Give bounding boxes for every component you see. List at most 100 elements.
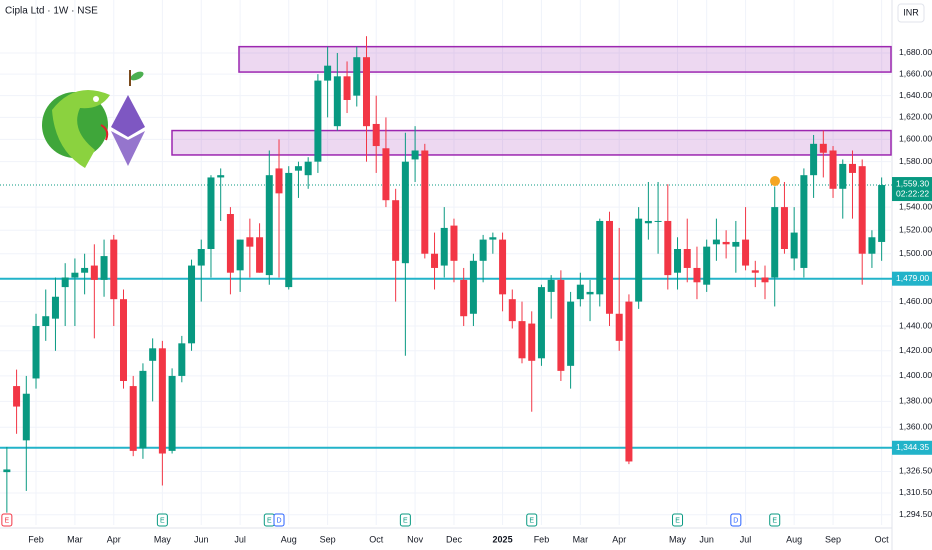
logo (42, 70, 145, 168)
x-tick-label: Aug (281, 534, 297, 544)
currency[interactable]: INR (903, 7, 919, 17)
candle-body (90, 265, 98, 280)
candle-body (3, 469, 11, 473)
event-icon[interactable] (1, 513, 13, 527)
candle-body (217, 175, 225, 178)
event-label: E (403, 517, 408, 524)
x-tick-label: Oct (369, 534, 384, 544)
candle-body (537, 287, 545, 359)
candle-body (256, 237, 264, 273)
candle-body (819, 143, 827, 153)
candle-body (178, 343, 186, 376)
chart-title: Cipla Ltd · 1W · NSE (5, 6, 98, 17)
y-tick-label: 1,294.50 (899, 509, 932, 519)
candle-body (158, 348, 166, 454)
candle-body (265, 175, 273, 276)
candle-body (848, 163, 856, 173)
candle-body (761, 277, 769, 283)
candle-body (440, 227, 448, 266)
event-icon[interactable] (526, 513, 538, 527)
candle-body (343, 76, 351, 100)
candle-body (557, 279, 565, 371)
grid (0, 0, 892, 525)
candle-body (304, 161, 312, 176)
candle-body (751, 270, 759, 273)
y-tick-label: 1,360.00 (899, 422, 932, 432)
y-tick-label: 1,600.00 (899, 134, 932, 144)
candle-body (392, 200, 400, 261)
candle-body (499, 239, 507, 295)
event-icon[interactable] (399, 513, 411, 527)
candle-body (829, 150, 837, 189)
y-tick-label: 1,440.00 (899, 320, 932, 330)
y-tick-label: 1,400.00 (899, 370, 932, 380)
x-tick-label: May (669, 534, 687, 544)
candle-body (722, 241, 730, 245)
candle-body (450, 225, 458, 261)
candle-body (431, 253, 439, 268)
candle-body (742, 239, 750, 266)
candle-body (314, 80, 322, 162)
event-label: E (267, 517, 272, 524)
event-icon[interactable] (156, 513, 168, 527)
logo-leaf (130, 71, 144, 81)
x-tick-label: Apr (107, 534, 121, 544)
currency-box[interactable] (897, 3, 925, 23)
candle-body (528, 323, 536, 361)
candle-body (13, 386, 21, 407)
candle-body (362, 57, 370, 127)
candle-body (421, 150, 429, 254)
logo-tongue (100, 124, 109, 141)
candle-body (149, 348, 157, 361)
candle-body (615, 313, 623, 341)
x-tick-label: Feb (534, 534, 550, 544)
time-axis: Feb Mar Apr May Jun Jul Aug Sep Oct Nov Dec 2025 Feb… (1, 513, 889, 544)
candle-body (508, 299, 516, 322)
event-label: E (5, 517, 10, 524)
x-tick-label: Jul (234, 534, 246, 544)
event-icon[interactable] (273, 513, 285, 527)
price-line-label: 1,479.00 (896, 273, 929, 283)
y-tick-label: 1,500.00 (899, 248, 932, 258)
event-icon[interactable] (769, 513, 781, 527)
candle-body (110, 239, 118, 300)
candle-body (664, 220, 672, 276)
candle-body (858, 166, 866, 254)
candle-body (479, 239, 487, 261)
x-tick-label: Aug (786, 534, 802, 544)
candle-body (518, 321, 526, 359)
candle-body (197, 248, 205, 266)
x-tick-label: Sep (825, 534, 841, 544)
candle-body (810, 143, 818, 176)
x-tick-label: Jul (740, 534, 752, 544)
candle-body (411, 150, 419, 160)
logo-eth-bottom (111, 131, 145, 166)
event-icon[interactable] (730, 513, 742, 527)
candle-body (236, 239, 244, 271)
y-tick-label: 1,420.00 (899, 345, 932, 355)
last-price-label: 1,559.30 (896, 178, 929, 188)
candle-body (732, 241, 740, 247)
candle-body (790, 232, 798, 259)
last-price-box (892, 177, 932, 202)
price-line-label: 1,344.35 (896, 442, 929, 452)
y-tick-label: 1,640.00 (899, 90, 932, 100)
candle-body (703, 246, 711, 285)
candle-body (800, 175, 808, 268)
candle-body (712, 239, 720, 245)
x-tick-label: Jun (194, 534, 209, 544)
candle-body (780, 207, 788, 249)
countdown: 02:22:22 (896, 188, 929, 198)
event-icon[interactable] (672, 513, 684, 527)
x-tick-label: Feb (28, 534, 44, 544)
x-tick-label: Mar (67, 534, 83, 544)
x-tick-label: Jun (699, 534, 714, 544)
candle-body (868, 237, 876, 254)
price-axis: 1,680.00 1,660.00 1,640.00 1,620.00 1,600.00… (892, 47, 932, 519)
price-line-label-box (892, 271, 932, 286)
candle-body (547, 279, 555, 292)
candle-body (567, 301, 575, 366)
